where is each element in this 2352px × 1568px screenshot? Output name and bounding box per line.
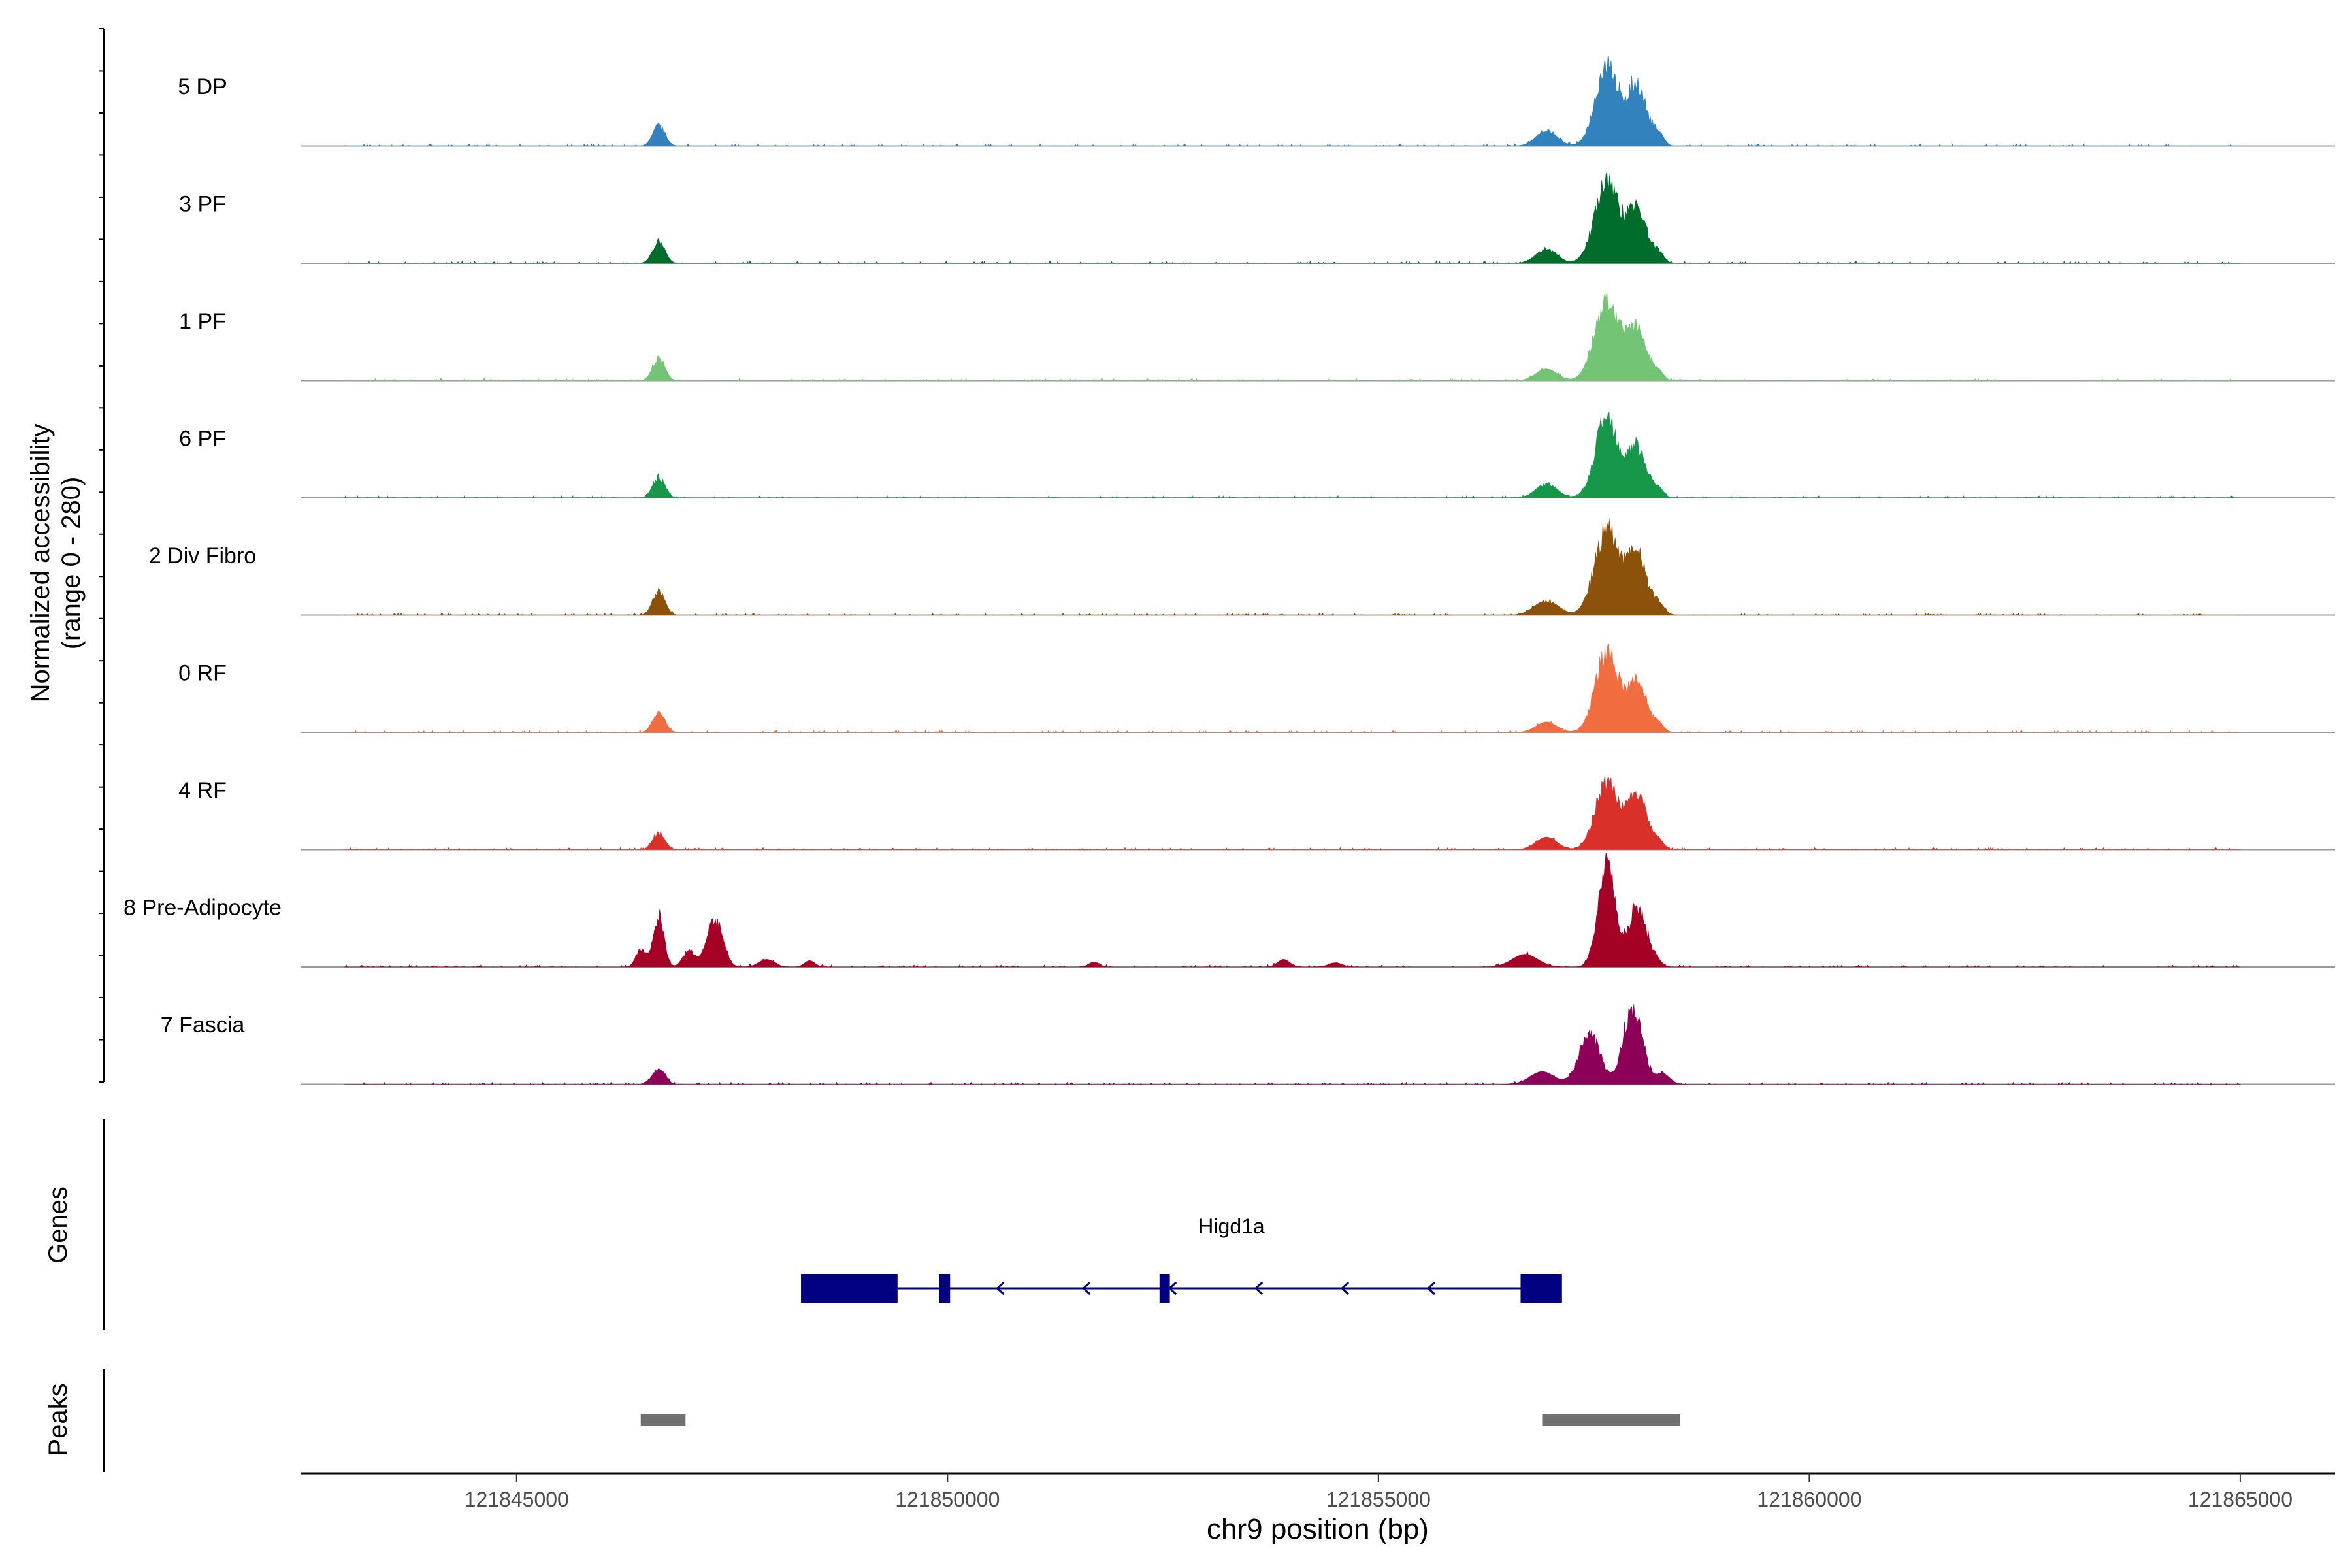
strand-arrow (996, 1281, 1005, 1296)
track-label: 2 Div Fibro (149, 544, 256, 568)
coverage-area (344, 289, 2240, 382)
x-tick-label: 121855000 (1326, 1488, 1431, 1511)
coverage-track (301, 56, 2335, 147)
gene-exon (1520, 1274, 1562, 1303)
x-tick-label: 121845000 (465, 1488, 569, 1511)
coverage-track (301, 289, 2335, 382)
gene-exon (1159, 1274, 1170, 1303)
strand-arrow (1426, 1281, 1435, 1296)
gene-exon (801, 1274, 898, 1303)
coverage-track (301, 853, 2335, 968)
track-label: 7 Fascia (161, 1013, 245, 1037)
coverage-area (344, 853, 2240, 968)
coverage-track (301, 172, 2335, 264)
coverage-track (301, 410, 2335, 498)
x-tick-label: 121850000 (895, 1488, 1000, 1511)
strand-arrow (1254, 1281, 1264, 1296)
y-axis-label: Normalized accessibility (26, 424, 55, 703)
track-label: 1 PF (179, 309, 226, 334)
track-label: 4 RF (178, 778, 227, 803)
coverage-area (343, 56, 2240, 147)
peak-region (640, 1414, 686, 1426)
x-tick-label: 121860000 (1757, 1488, 1861, 1511)
coverage-tracks (301, 56, 2335, 1085)
gene-exon (939, 1274, 951, 1303)
track-label: 5 DP (178, 74, 227, 99)
coverage-area (344, 644, 2240, 733)
peaks-panel-label: Peaks (44, 1383, 73, 1456)
track-label: 3 PF (179, 192, 226, 217)
coverage-track (301, 775, 2335, 851)
peak-regions (640, 1414, 1680, 1426)
x-tick-label: 121865000 (2188, 1488, 2293, 1511)
genes-panel-label: Genes (44, 1186, 73, 1264)
strand-arrow (1340, 1281, 1350, 1296)
coverage-area (344, 410, 2240, 498)
coverage-track (301, 1004, 2335, 1085)
peak-region (1542, 1414, 1680, 1426)
coverage-area (344, 172, 2240, 264)
track-label: 8 Pre-Adipocyte (123, 896, 282, 921)
coverage-track (301, 644, 2335, 733)
coverage-area (344, 1004, 2241, 1085)
gene-name-label: Higd1a (1198, 1215, 1265, 1238)
strand-arrow (1082, 1281, 1091, 1296)
track-label: 0 RF (178, 661, 227, 686)
track-labels: 5 DP 3 PF 1 PF 6 PF 2 Div Fibro 0 RF 4 RF 8 Pre… (123, 74, 282, 1037)
x-axis-ticks: 121845000 121850000 121855000 121860000 1218… (465, 1473, 2293, 1511)
x-axis-label: chr9 position (bp) (1207, 1513, 1429, 1545)
coverage-track (301, 517, 2335, 616)
y-axis-ticks (99, 28, 104, 1083)
y-axis-label-range: (range 0 - 280) (57, 477, 86, 650)
gene-model-higd1a (801, 1274, 1562, 1303)
coverage-area (344, 775, 2240, 851)
strand-arrow (1168, 1281, 1177, 1296)
track-label: 6 PF (179, 427, 226, 451)
coverage-area (344, 517, 2240, 616)
